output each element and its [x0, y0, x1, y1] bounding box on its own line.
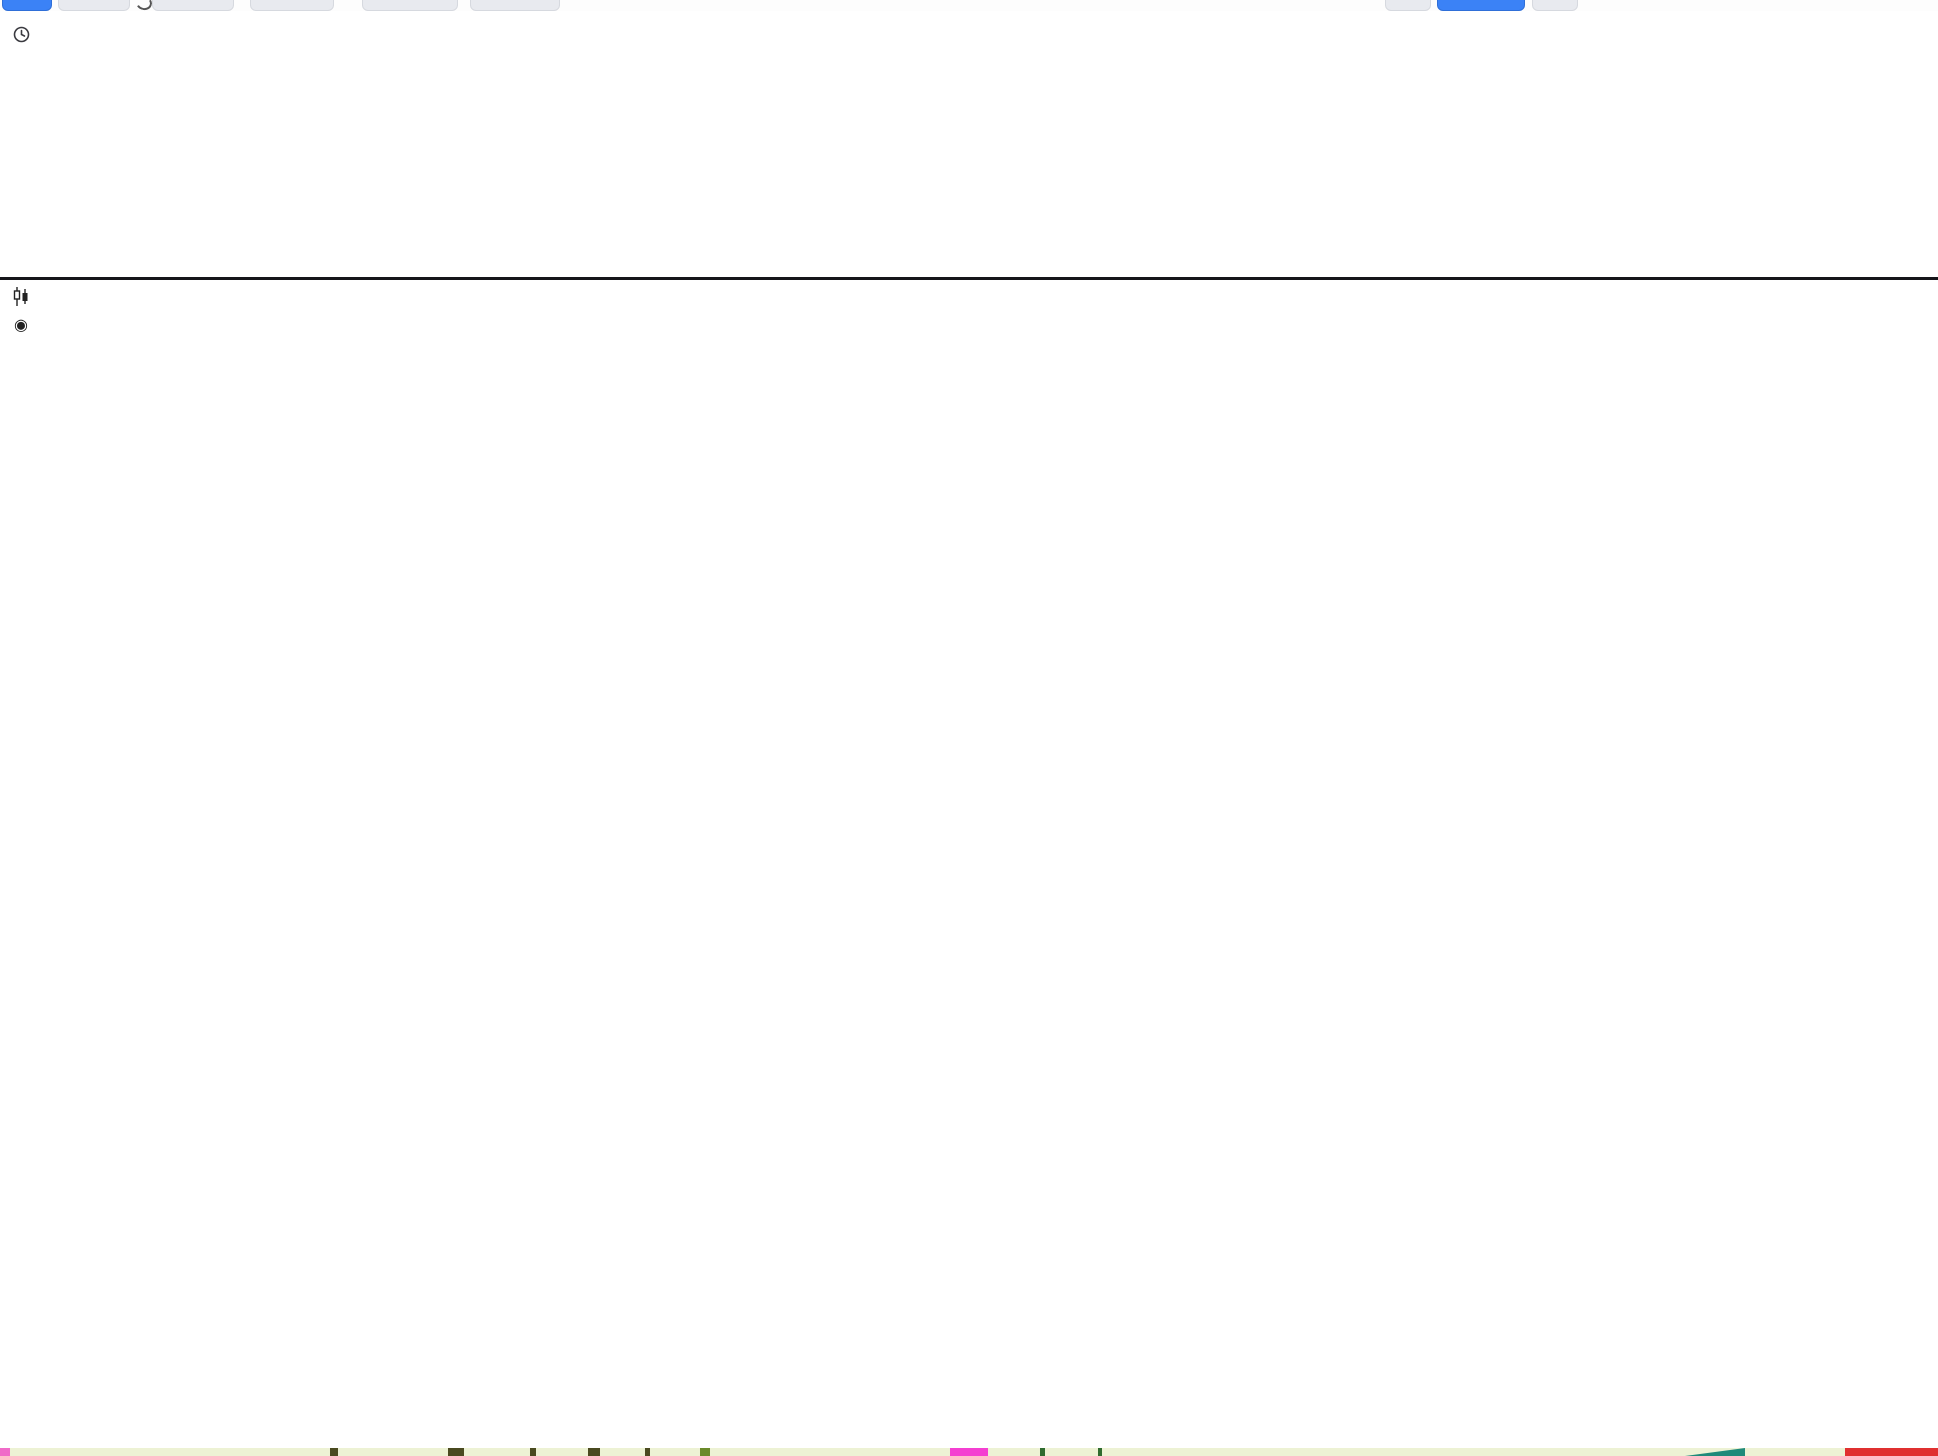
panel-separator[interactable] — [0, 277, 1938, 280]
ikh-row[interactable] — [12, 358, 48, 363]
main-legend: ◉ — [12, 287, 48, 372]
rsi-legend — [12, 12, 54, 52]
toolbar-button[interactable] — [2, 0, 52, 11]
ikh-swatch-icon — [12, 358, 27, 363]
toolbar-button[interactable] — [152, 0, 234, 11]
pivot-row[interactable]: ◉ — [12, 315, 48, 335]
toolbar-button[interactable] — [362, 0, 458, 11]
toolbar-button[interactable] — [1437, 0, 1525, 11]
toolbar-button[interactable] — [58, 0, 130, 11]
mini-panel-strip — [0, 1448, 1938, 1456]
toolbar-button[interactable] — [1385, 0, 1431, 11]
clock-icon — [12, 26, 30, 43]
pivot-target-icon: ◉ — [14, 317, 28, 334]
toolbar-button[interactable] — [1532, 0, 1578, 11]
toolbar-button[interactable] — [470, 0, 560, 11]
ema-row[interactable] — [12, 344, 48, 349]
instrument-row[interactable] — [12, 287, 48, 306]
chevron-icon — [134, 0, 154, 12]
toolbar-strip — [0, 0, 1938, 12]
toolbar-button[interactable] — [250, 0, 334, 11]
rsi-legend-row[interactable] — [12, 12, 54, 17]
candlestick-icon — [12, 287, 30, 306]
clock-row — [12, 26, 54, 43]
ema-swatch-icon — [12, 344, 27, 349]
rsi-swatch-icon — [12, 12, 27, 17]
